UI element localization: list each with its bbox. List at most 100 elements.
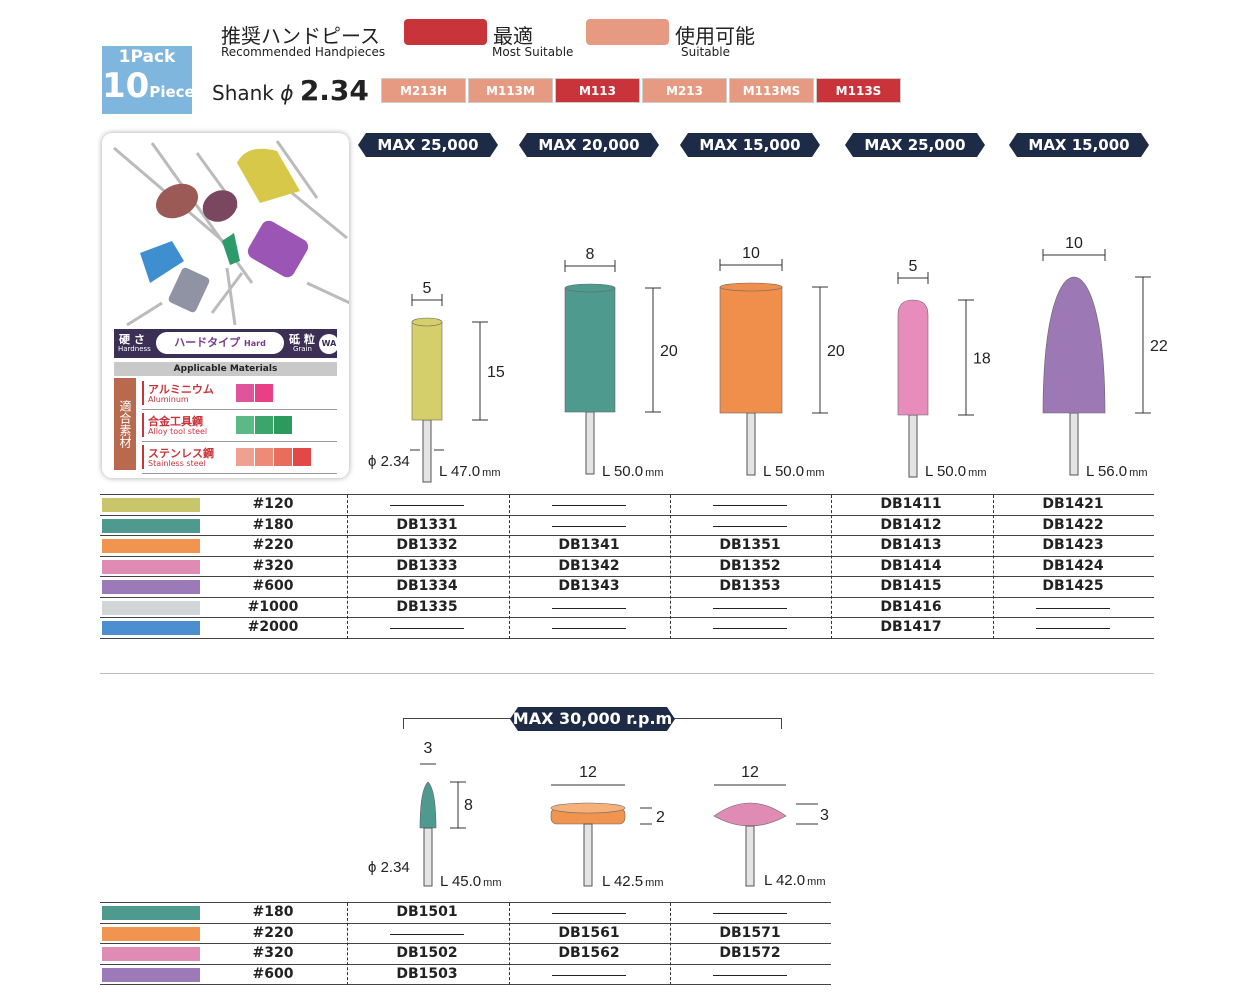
table-row-divider	[100, 922, 831, 924]
material-marker	[142, 445, 144, 469]
width-label: 5	[909, 258, 918, 275]
table-column-divider	[670, 495, 671, 639]
product-code: DB1422	[1042, 516, 1104, 533]
material-marker	[142, 381, 144, 405]
grit-color-swatch	[102, 906, 200, 920]
section2-rpm: MAX 30,000 r.p.m	[510, 707, 675, 731]
handpiece-m213h: M213H	[381, 78, 466, 103]
table-row-divider	[100, 535, 1154, 536]
product-code: DB1501	[396, 904, 458, 920]
table-column-divider	[347, 903, 348, 985]
width-label: 3	[424, 740, 433, 757]
pack-count: 10	[102, 66, 150, 106]
not-available-dash	[552, 913, 626, 914]
handpiece-list: M213H M113M M113 M213 M113MS M113S	[381, 78, 902, 103]
product-code: DB1411	[880, 496, 942, 512]
height-label: 2	[656, 809, 665, 826]
height-label: 20	[660, 343, 678, 360]
stone-shape	[1042, 276, 1106, 414]
suitable-en: Suitable	[681, 45, 730, 59]
table-row-divider	[100, 943, 831, 944]
not-available-dash	[713, 628, 787, 629]
material-row: 合金工具鋼 Alloy tool steel	[142, 410, 337, 442]
material-color-chip	[236, 384, 254, 402]
shank-value: 2.34	[299, 74, 369, 107]
length-label: L 42.5	[602, 873, 643, 890]
material-color-chip	[293, 448, 311, 466]
not-available-dash	[552, 607, 626, 609]
length-unit: mm	[483, 877, 501, 889]
table-column-divider	[670, 903, 671, 985]
grit-color-swatch	[102, 518, 200, 533]
table-row-divider	[100, 637, 1154, 639]
stone-top	[550, 802, 626, 814]
recommended-title-en: Recommended Handpieces	[221, 45, 386, 59]
product-code: DB1342	[558, 557, 620, 574]
section-divider	[100, 673, 1154, 674]
grit-label: #220	[252, 537, 294, 553]
handpiece-m113m: M113M	[468, 78, 553, 103]
product-code: DB1502	[396, 945, 458, 961]
product-code: DB1334	[396, 578, 458, 594]
material-color-chip	[236, 416, 254, 434]
length-unit: mm	[645, 877, 663, 889]
grain-value: WA	[319, 334, 339, 354]
product-code: DB1332	[396, 537, 458, 553]
product-code: DB1343	[558, 578, 620, 594]
recommended-title-jp: 推奨ハンドピース	[221, 24, 380, 48]
hardness-en: Hardness	[118, 345, 151, 353]
grit-color-swatch	[102, 539, 200, 553]
product-code: DB1412	[880, 516, 942, 533]
material-name-jp: 合金工具鋼	[148, 415, 203, 428]
product-code: DB1417	[880, 619, 942, 635]
material-marker	[142, 413, 144, 437]
table-column-divider	[509, 903, 510, 985]
hardness-jp: 硬 さ	[119, 333, 145, 346]
materials-list: アルミニウム Aluminum 合金工具鋼 Alloy tool steel ステンレス…	[142, 378, 337, 474]
table-top-border	[100, 902, 831, 903]
grit-color-swatch	[102, 580, 200, 594]
material-color-chip	[255, 448, 273, 466]
handpiece-m113ms: M113MS	[729, 78, 814, 103]
length-label: L 47.0	[439, 463, 480, 480]
grit-label: #320	[252, 945, 294, 961]
width-label: 10	[742, 245, 760, 262]
pack-unit: Pieces	[149, 83, 204, 101]
height-label: 8	[464, 797, 473, 814]
stone-shape	[411, 321, 443, 421]
table-column-divider	[347, 495, 348, 639]
grit-label: #180	[252, 904, 294, 920]
stone-shape	[719, 286, 783, 414]
hardness-type-pill: ハードタイプ Hard	[156, 332, 284, 354]
width-label: 10	[1065, 235, 1083, 252]
height-label: 20	[827, 343, 845, 360]
product-code: DB1424	[1042, 557, 1104, 574]
product-drawing: 8 20 L 50.0 mm	[564, 246, 678, 480]
material-color-chip	[274, 448, 292, 466]
not-available-dash	[552, 974, 626, 976]
grain-jp: 砥 粒	[289, 333, 315, 346]
product-code: DB1333	[396, 557, 458, 574]
not-available-dash	[390, 933, 464, 935]
product-code: DB1352	[719, 557, 781, 574]
grit-label: #220	[252, 924, 294, 941]
length-unit: mm	[645, 467, 663, 479]
stone-shape	[713, 802, 787, 827]
stone-shape	[897, 299, 929, 416]
material-name-jp: ステンレス鋼	[148, 447, 214, 460]
product-code: DB1341	[558, 537, 620, 553]
shank-label: Shank	[212, 81, 274, 105]
grit-color-swatch	[102, 926, 200, 941]
grit-label: #600	[252, 965, 294, 982]
grit-label: #180	[252, 516, 294, 533]
length-unit: mm	[968, 467, 986, 479]
product-code: DB1353	[719, 578, 781, 594]
not-available-dash	[713, 607, 787, 609]
handpiece-m213: M213	[642, 78, 727, 103]
applicable-materials-bar: Applicable Materials	[114, 362, 337, 376]
shank-diameter-label: ϕ 2.34	[368, 453, 410, 470]
length-unit: mm	[482, 467, 500, 479]
product-photo	[113, 140, 349, 327]
pack-line1: 1Pack	[118, 47, 176, 67]
